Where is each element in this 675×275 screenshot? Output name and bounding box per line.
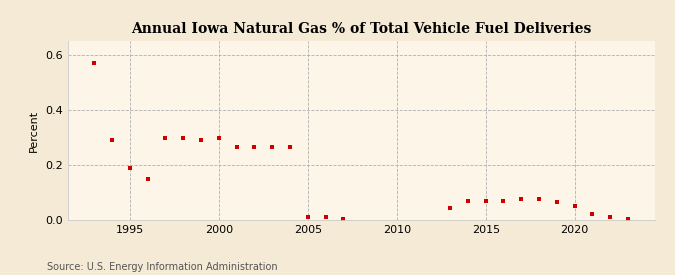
Y-axis label: Percent: Percent <box>29 109 39 152</box>
Text: Source: U.S. Energy Information Administration: Source: U.S. Energy Information Administ… <box>47 262 278 272</box>
Title: Annual Iowa Natural Gas % of Total Vehicle Fuel Deliveries: Annual Iowa Natural Gas % of Total Vehic… <box>131 22 591 36</box>
